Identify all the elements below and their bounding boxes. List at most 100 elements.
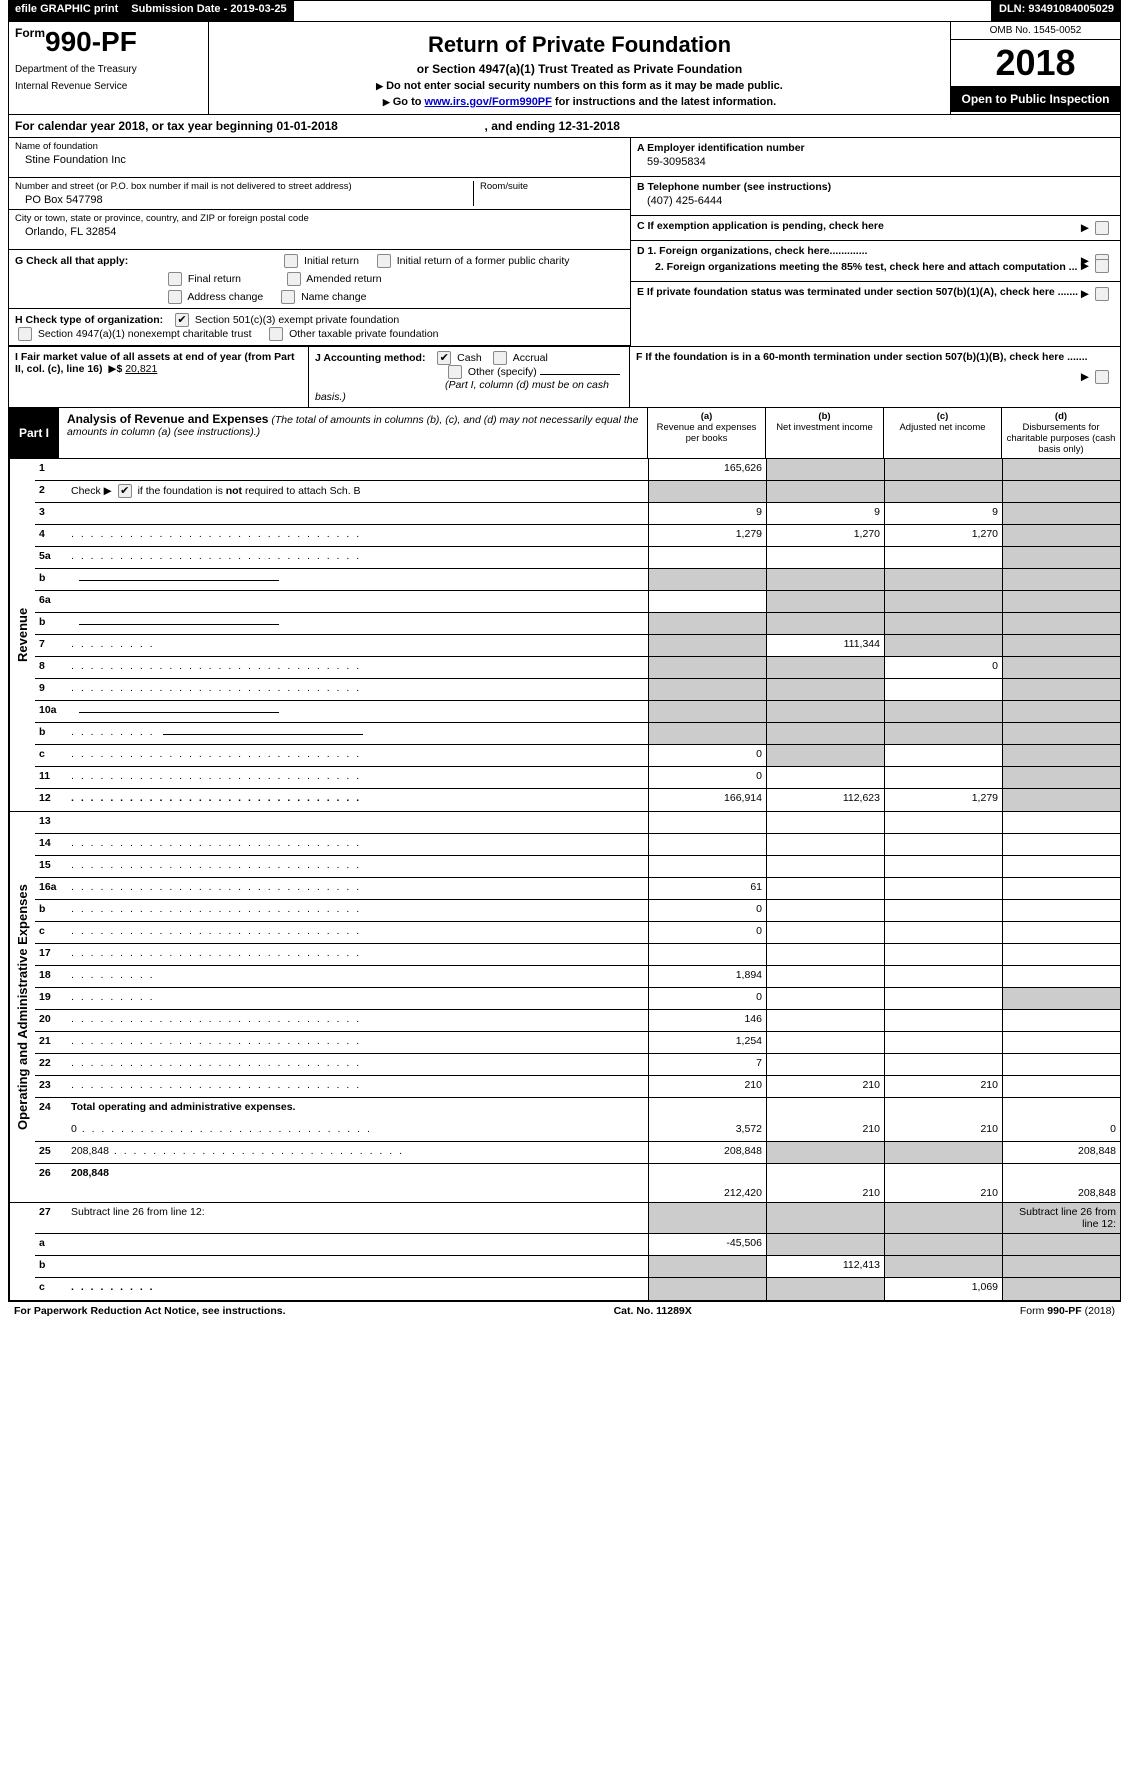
bottom-rows: 27Subtract line 26 from line 12:Subtract… [35,1203,1120,1300]
table-row: 9 [35,679,1120,701]
table-row: 7111,344 [35,635,1120,657]
table-row: 181,894 [35,966,1120,988]
chk-c[interactable] [1095,221,1109,235]
submission-date: Submission Date - 2019-03-25 [124,0,292,22]
ein-label: A Employer identification number [637,142,805,154]
chk-other-taxable[interactable] [269,327,283,341]
table-row: 15 [35,856,1120,878]
paperwork-notice: For Paperwork Reduction Act Notice, see … [14,1305,286,1317]
phone-label: B Telephone number (see instructions) [637,181,831,193]
table-row: 41,2791,2701,270 [35,525,1120,547]
form-title: Return of Private Foundation [219,32,940,58]
table-row: 26208,848212,420210210208,848 [35,1164,1120,1202]
chk-initial-return[interactable] [284,254,298,268]
e-label: E If private foundation status was termi… [637,286,1078,298]
dept-line-2: Internal Revenue Service [15,81,202,92]
table-row: c0 [35,922,1120,944]
top-bar: efile GRAPHIC print Submission Date - 20… [8,0,1121,22]
table-row: b [35,569,1120,591]
h-org-type: H Check type of organization: Section 50… [9,309,630,346]
table-row: 80 [35,657,1120,679]
cat-no: Cat. No. 11289X [614,1305,692,1317]
dln: DLN: 93491084005029 [992,0,1121,22]
table-row: 20146 [35,1010,1120,1032]
ssn-warning: Do not enter social security numbers on … [219,80,940,92]
table-row: b [35,723,1120,745]
chk-4947[interactable] [18,327,32,341]
g-check-all: G Check all that apply: Initial return I… [9,250,630,309]
calendar-year-line: For calendar year 2018, or tax year begi… [8,115,1121,138]
col-c-head: (c)Adjusted net income [884,408,1002,458]
open-inspection-badge: Open to Public Inspection [951,86,1120,112]
table-row: 27Subtract line 26 from line 12:Subtract… [35,1203,1120,1234]
phone-value: (407) 425-6444 [637,193,1114,207]
table-row: 1165,626 [35,459,1120,481]
revenue-rows: 1165,6262Check ▶ if the foundation is no… [35,459,1120,811]
room-label: Room/suite [480,181,624,192]
chk-address-change[interactable] [168,290,182,304]
chk-name-change[interactable] [281,290,295,304]
table-row: 6a [35,591,1120,613]
table-row: 227 [35,1054,1120,1076]
chk-sch-b[interactable] [118,484,132,498]
j-accounting: J Accounting method: Cash Accrual Other … [309,347,630,407]
table-row: 14 [35,834,1120,856]
table-row: 110 [35,767,1120,789]
chk-501c3[interactable] [175,313,189,327]
table-row: 17 [35,944,1120,966]
table-row: c0 [35,745,1120,767]
form-subtitle: or Section 4947(a)(1) Trust Treated as P… [219,62,940,76]
chk-initial-former[interactable] [377,254,391,268]
chk-d2[interactable] [1095,259,1109,273]
table-row: 3999 [35,503,1120,525]
table-row: 25208,848208,848208,848 [35,1142,1120,1164]
chk-f[interactable] [1095,370,1109,384]
table-row: 211,254 [35,1032,1120,1054]
table-row: b0 [35,900,1120,922]
table-row: c1,069 [35,1278,1120,1300]
chk-other-method[interactable] [448,365,462,379]
revenue-strip: Revenue [9,459,35,811]
part-1-badge: Part I [9,408,59,458]
f-termination: F If the foundation is in a 60-month ter… [630,347,1120,407]
irs-link[interactable]: www.irs.gov/Form990PF [425,96,552,108]
form-number: 990-PF [45,26,137,57]
omb-number: OMB No. 1545-0052 [951,22,1120,40]
city-label: City or town, state or province, country… [15,213,624,224]
d2-label: 2. Foreign organizations meeting the 85%… [655,261,1077,273]
table-row: 24Total operating and administrative exp… [35,1098,1120,1120]
expense-rows: 13141516a61b0c017181,89419020146211,2542… [35,812,1120,1202]
table-row: 190 [35,988,1120,1010]
tax-year: 2018 [951,40,1120,86]
part-1-header: Part I Analysis of Revenue and Expenses … [8,408,1121,459]
table-row: b112,413 [35,1256,1120,1278]
chk-accrual[interactable] [493,351,507,365]
expenses-strip: Operating and Administrative Expenses [9,812,35,1202]
form-prefix: Form [15,26,45,40]
ein-value: 59-3095834 [637,154,1114,168]
table-row: b [35,613,1120,635]
city-state-zip: Orlando, FL 32854 [15,224,624,238]
table-row: 5a [35,547,1120,569]
street-address: PO Box 547798 [15,192,473,206]
form-header: Form990-PF Department of the Treasury In… [8,22,1121,115]
chk-final-return[interactable] [168,272,182,286]
table-row: 16a61 [35,878,1120,900]
col-b-head: (b)Net investment income [766,408,884,458]
d1-label: D 1. Foreign organizations, check here..… [637,245,867,257]
table-row: a-45,506 [35,1234,1120,1256]
chk-cash[interactable] [437,351,451,365]
c-exemption-label: C If exemption application is pending, c… [637,220,884,232]
i-fmv: I Fair market value of all assets at end… [9,347,309,407]
foundation-name: Stine Foundation Inc [15,152,624,166]
name-label: Name of foundation [15,141,624,152]
chk-amended[interactable] [287,272,301,286]
col-d-head: (d)Disbursements for charitable purposes… [1002,408,1120,458]
table-row: 03,5722102100 [35,1120,1120,1142]
street-label: Number and street (or P.O. box number if… [15,181,473,192]
table-row: 10a [35,701,1120,723]
chk-e[interactable] [1095,287,1109,301]
fmv-value: 20,821 [125,363,157,375]
table-row: 12166,914112,6231,279 [35,789,1120,811]
table-row: 2Check ▶ if the foundation is not requir… [35,481,1120,503]
